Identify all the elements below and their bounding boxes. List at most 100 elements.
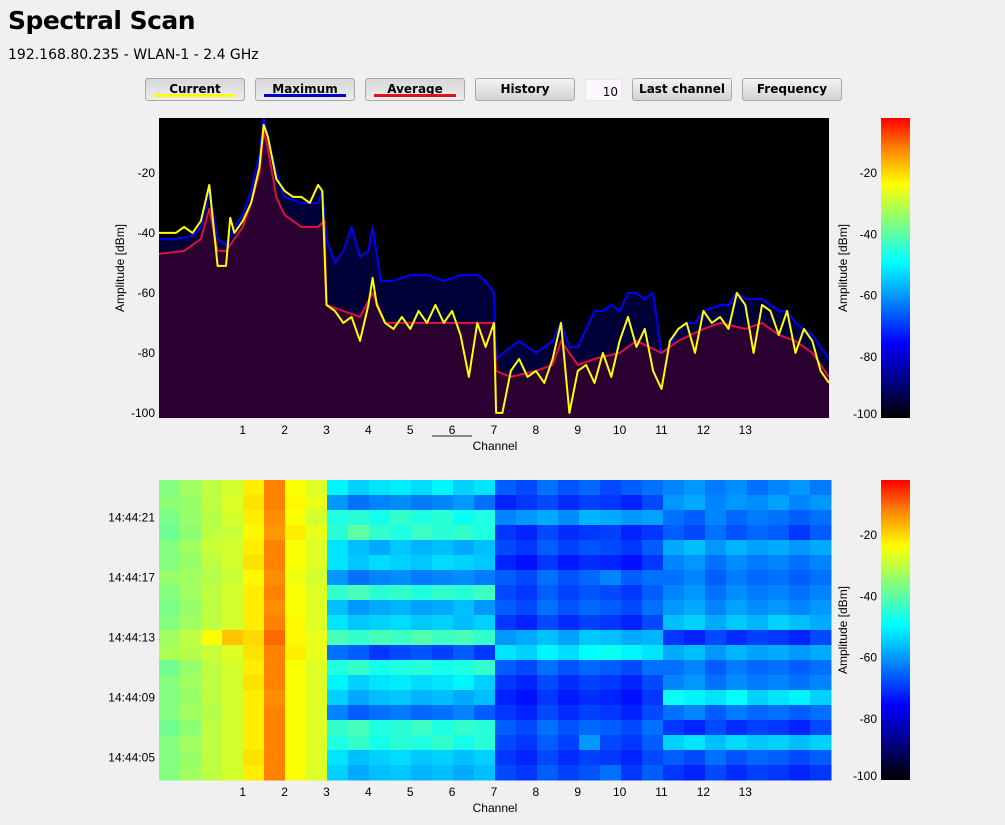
heatmap-cell [579, 615, 601, 631]
history-button[interactable]: History [475, 78, 575, 101]
heatmap-cell [642, 540, 664, 556]
heatmap-cell [810, 495, 832, 511]
heatmap-cell [432, 480, 454, 496]
average-legend-swatch [374, 94, 456, 97]
heatmap-cell [285, 495, 307, 511]
y-tick-label: -80 [138, 346, 156, 360]
heatmap-cell [222, 675, 244, 691]
heatmap-cell [726, 645, 748, 661]
heatmap-cell [306, 480, 328, 496]
heatmap-cell [810, 555, 832, 571]
heatmap-cell [789, 570, 811, 586]
heatmap-cell [243, 585, 265, 601]
heatmap-cell [159, 585, 181, 601]
heatmap-cell [537, 555, 559, 571]
heatmap-cell [369, 690, 391, 706]
heatmap-cell [369, 720, 391, 736]
heatmap-cell [579, 555, 601, 571]
heatmap-cell [432, 750, 454, 766]
heatmap-cell [201, 750, 223, 766]
heatmap-cell [558, 660, 580, 676]
heatmap-cell [579, 585, 601, 601]
time-tick-label: 14:44:13 [108, 631, 155, 645]
x-tick-label: 9 [574, 423, 581, 437]
x-tick-label: 7 [491, 423, 498, 437]
heatmap-cell [579, 570, 601, 586]
heatmap-cell [369, 735, 391, 751]
heatmap-cell [348, 645, 370, 661]
frequency-button[interactable]: Frequency [742, 78, 842, 101]
heatmap-cell [264, 585, 286, 601]
heatmap-cell [495, 480, 517, 496]
heatmap-cell [159, 600, 181, 616]
heatmap-cell [474, 720, 496, 736]
heatmap-cell [369, 570, 391, 586]
heatmap-cell [495, 675, 517, 691]
heatmap-cell [222, 540, 244, 556]
heatmap-cell [264, 630, 286, 646]
heatmap-cell [537, 510, 559, 526]
heatmap-cell [159, 555, 181, 571]
heatmap-cell [390, 540, 412, 556]
heatmap-cell [369, 750, 391, 766]
heatmap-cell [537, 645, 559, 661]
heatmap-cell [285, 570, 307, 586]
heatmap-cell [432, 705, 454, 721]
heatmap-cell [453, 585, 475, 601]
heatmap-cell [579, 480, 601, 496]
heatmap-cell [621, 615, 643, 631]
history-count-input[interactable] [585, 79, 622, 101]
waterfall-heatmap: 14:44:21 14:44:17 14:44:13 14:44:09 14:44:05… [108, 480, 910, 815]
heatmap-cell [474, 765, 496, 781]
heatmap-cell [768, 735, 790, 751]
heatmap-cell [621, 525, 643, 541]
heatmap-cell [474, 585, 496, 601]
current-button[interactable]: Current [145, 78, 245, 101]
heatmap-cell [159, 645, 181, 661]
heatmap-cell [726, 750, 748, 766]
heatmap-cell [222, 570, 244, 586]
heatmap-cell [747, 645, 769, 661]
x-tick-label: 10 [613, 785, 627, 799]
heatmap-cell [684, 510, 706, 526]
heatmap-cell [600, 600, 622, 616]
x-tick-label: 8 [533, 785, 540, 799]
heatmap-cell [222, 585, 244, 601]
heatmap-cell [327, 660, 349, 676]
last-channel-button[interactable]: Last channel [632, 78, 732, 101]
heatmap-cell [264, 540, 286, 556]
x-tick-label: 8 [533, 423, 540, 437]
heatmap-cell [474, 525, 496, 541]
heatmap-cell [453, 705, 475, 721]
heatmap-cell [180, 555, 202, 571]
heatmap-cell [558, 690, 580, 706]
heatmap-cell [579, 750, 601, 766]
heatmap-cell [537, 750, 559, 766]
heatmap-cell [705, 720, 727, 736]
heatmap-cell [411, 480, 433, 496]
heatmap-cell [411, 570, 433, 586]
heatmap-cell [348, 615, 370, 631]
heatmap-cell [516, 750, 538, 766]
heatmap-cell [306, 510, 328, 526]
heatmap-cell [201, 630, 223, 646]
y-tick-label: -40 [138, 226, 156, 240]
heatmap-cell [789, 750, 811, 766]
heatmap-cell [474, 615, 496, 631]
heatmap-cell [516, 570, 538, 586]
heatmap-cell [411, 525, 433, 541]
average-button[interactable]: Average [365, 78, 465, 101]
heatmap-cell [222, 735, 244, 751]
x-tick-label: 2 [281, 423, 288, 437]
heatmap-cell [243, 735, 265, 751]
heatmap-cell [663, 660, 685, 676]
maximum-button[interactable]: Maximum [255, 78, 355, 101]
heatmap-cell [810, 750, 832, 766]
colorbar-tick-label: -100 [853, 769, 877, 783]
heatmap-cell [348, 750, 370, 766]
heatmap-cell [663, 615, 685, 631]
heatmap-cell [369, 525, 391, 541]
time-tick-label: 14:44:21 [108, 511, 155, 525]
heatmap-cell [411, 645, 433, 661]
